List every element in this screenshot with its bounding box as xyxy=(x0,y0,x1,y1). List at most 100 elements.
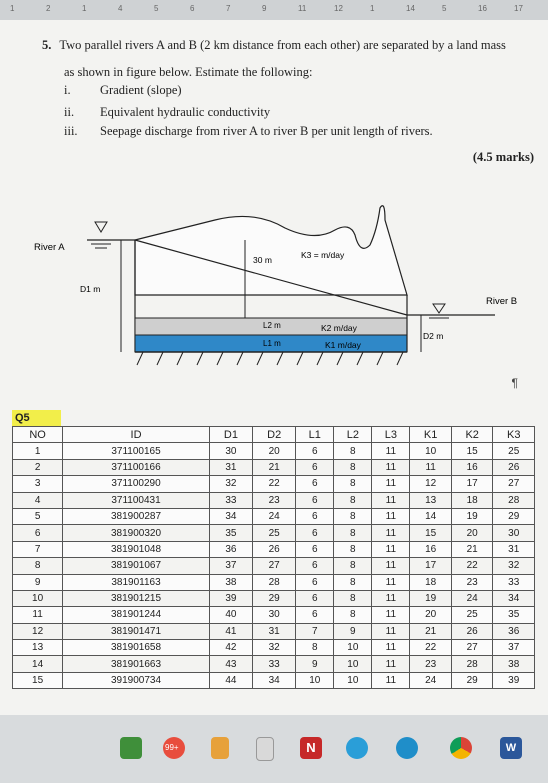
table-cell: 6 xyxy=(295,507,335,526)
table-row: 3 371100290 32 22 6 8 11 12 17 27 xyxy=(11,475,535,493)
table-cell: 11 xyxy=(371,458,411,477)
table-cell: 34 xyxy=(252,671,297,690)
table-cell: 8 xyxy=(11,557,64,575)
table-row: 8 381901067 37 27 6 8 11 17 22 32 xyxy=(11,557,535,575)
table-cell: 8 xyxy=(333,507,373,526)
table-cell: 381901067 xyxy=(62,557,210,575)
table-cell: 8 xyxy=(333,458,373,477)
column-header: K1 xyxy=(409,425,452,444)
l1-label: L1 m xyxy=(263,339,281,348)
table-cell: 34 xyxy=(208,507,254,526)
table-cell: 15 xyxy=(450,442,494,460)
table-cell: 29 xyxy=(492,507,535,526)
table-cell: 25 xyxy=(492,442,535,460)
table-cell: 371100290 xyxy=(62,475,210,493)
table-cell: 2 xyxy=(11,458,64,477)
table-cell: 381900320 xyxy=(62,524,210,542)
table-cell: 39 xyxy=(208,589,254,608)
mail-badge-icon[interactable]: 99+ xyxy=(163,737,185,759)
column-header: K3 xyxy=(492,425,535,444)
table-cell: 10 xyxy=(409,442,452,460)
table-cell: 23 xyxy=(450,573,494,591)
table-cell: 6 xyxy=(11,524,64,542)
ruler-mark: 9 xyxy=(262,4,267,13)
table-cell: 39 xyxy=(492,671,535,690)
table-cell: 35 xyxy=(208,524,254,542)
document-page: 5. Two parallel rivers A and B (2 km dist… xyxy=(0,20,548,715)
table-cell: 6 xyxy=(295,557,335,575)
column-header: NO xyxy=(11,425,64,444)
tool-icon[interactable] xyxy=(211,737,229,759)
table-cell: 381901471 xyxy=(62,622,210,641)
river-a-label: River A xyxy=(34,242,65,253)
table-cell: 20 xyxy=(252,442,297,460)
table-cell: 18 xyxy=(409,573,452,591)
table-row: 1 371100165 30 20 6 8 11 10 15 25 xyxy=(11,442,535,460)
ruler-mark: 2 xyxy=(46,4,51,13)
table-cell: 11 xyxy=(371,557,411,575)
table-cell: 381901244 xyxy=(62,606,210,624)
table-cell: 11 xyxy=(371,524,411,542)
table-row: 4 371100431 33 23 6 8 11 13 18 28 xyxy=(11,491,535,509)
table-cell: 6 xyxy=(295,573,335,591)
table-cell: 381901658 xyxy=(62,639,210,657)
app-n-icon[interactable]: N xyxy=(300,737,322,759)
table-cell: 13 xyxy=(409,491,452,509)
table-cell: 6 xyxy=(295,524,335,542)
table-cell: 381900287 xyxy=(62,507,210,526)
table-cell: 27 xyxy=(450,639,494,657)
table-cell: 11 xyxy=(371,639,411,657)
table-cell: 8 xyxy=(295,639,335,657)
table-cell: 8 xyxy=(333,491,373,509)
table-row: 9 381901163 38 28 6 8 11 18 23 33 xyxy=(11,573,535,591)
table-cell: 23 xyxy=(252,491,297,509)
table-cell: 11 xyxy=(371,589,411,608)
table-cell: 28 xyxy=(450,655,494,673)
table-cell: 26 xyxy=(450,622,494,641)
table-cell: 11 xyxy=(371,671,411,690)
table-cell: 10 xyxy=(333,655,373,673)
table-cell: 30 xyxy=(252,606,297,624)
table-cell: 371100165 xyxy=(62,442,210,460)
table-cell: 17 xyxy=(450,475,494,493)
chrome-icon[interactable] xyxy=(450,737,472,759)
table-label: Q5 xyxy=(12,410,61,426)
sub-item-2: ii. Equivalent hydraulic conductivity xyxy=(64,105,271,119)
table-cell: 21 xyxy=(450,540,494,559)
table-cell: 6 xyxy=(295,540,335,559)
table-cell: 22 xyxy=(252,475,297,493)
table-row: 13 381901658 42 32 8 10 11 22 27 37 xyxy=(11,639,535,657)
table-cell: 11 xyxy=(371,622,411,641)
ruler-mark: 12 xyxy=(334,4,343,13)
campus-icon[interactable] xyxy=(120,737,142,759)
table-cell: 10 xyxy=(333,639,373,657)
table-cell: 33 xyxy=(492,573,535,591)
table-cell: 10 xyxy=(333,671,373,690)
table-cell: 381901163 xyxy=(62,573,210,591)
table-cell: 28 xyxy=(252,573,297,591)
table-cell: 8 xyxy=(333,606,373,624)
table-row: 6 381900320 35 25 6 8 11 15 20 30 xyxy=(11,524,535,542)
table-cell: 8 xyxy=(333,524,373,542)
table-cell: 6 xyxy=(295,491,335,509)
telegram-icon[interactable] xyxy=(346,737,368,759)
column-header: L2 xyxy=(333,425,373,444)
question-line2: as shown in figure below. Estimate the f… xyxy=(64,65,313,79)
edge-icon[interactable] xyxy=(396,737,418,759)
sub-item-1: i. Gradient (slope) xyxy=(64,83,182,97)
table-cell: 15 xyxy=(11,671,64,690)
table-cell: 23 xyxy=(409,655,452,673)
window-icon[interactable] xyxy=(256,737,274,761)
table-cell: 6 xyxy=(295,458,335,477)
taskbar: 99+ N W xyxy=(0,715,548,783)
word-icon[interactable]: W xyxy=(500,737,522,759)
table-cell: 33 xyxy=(208,491,254,509)
table-cell: 20 xyxy=(409,606,452,624)
table-cell: 8 xyxy=(333,573,373,591)
table-cell: 11 xyxy=(371,606,411,624)
table-cell: 29 xyxy=(450,671,494,690)
ruler-mark: 1 xyxy=(82,4,87,13)
k3-label: K3 = m/day xyxy=(301,250,345,260)
table-cell: 21 xyxy=(409,622,452,641)
table-cell: 30 xyxy=(208,442,254,460)
